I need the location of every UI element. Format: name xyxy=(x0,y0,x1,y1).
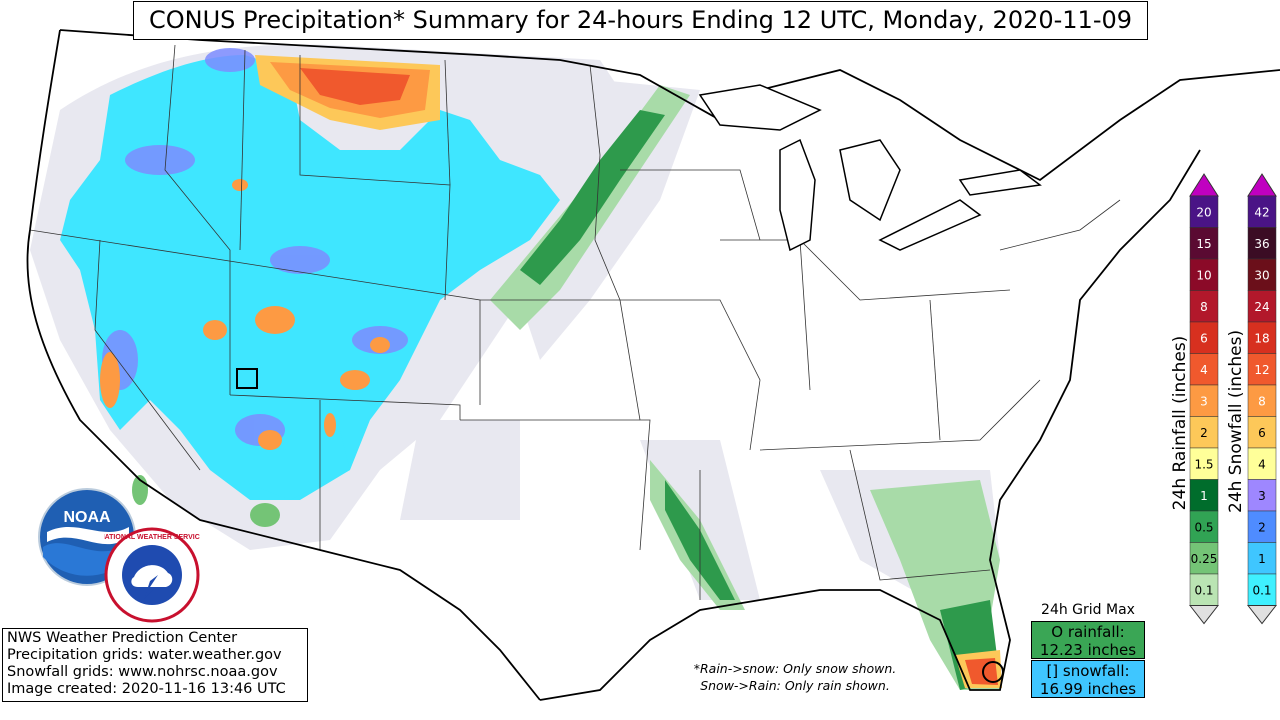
snow-segment xyxy=(1247,258,1277,291)
snow-tick-label: 42 xyxy=(1254,205,1269,219)
rainfall-max-box: O rainfall: 12.23 inches xyxy=(1031,621,1145,659)
snow-tick-label: 3 xyxy=(1258,489,1266,503)
rain-tick-label: 4 xyxy=(1200,363,1208,377)
rain-tick-label: 0.5 xyxy=(1194,520,1213,534)
rain-tick-label: 0.25 xyxy=(1191,552,1218,566)
snow-segment xyxy=(1247,384,1277,417)
rain-segment xyxy=(1189,479,1219,512)
snow-segment xyxy=(1247,542,1277,575)
snow-tick-label: 36 xyxy=(1254,237,1269,251)
snow-tick-label: 6 xyxy=(1258,426,1266,440)
nws-logo: NATIONAL WEATHER SERVICE xyxy=(100,527,205,623)
snow-segment xyxy=(1247,573,1277,606)
credit-line: Snowfall grids: www.nohrsc.noaa.gov xyxy=(7,664,278,680)
snow-segment xyxy=(1247,510,1277,543)
rainfall-max-value: 12.23 inches xyxy=(1039,641,1137,659)
rain-segment xyxy=(1189,416,1219,449)
rain-segment xyxy=(1189,542,1219,575)
noaa-logo-text: NOAA xyxy=(63,509,111,526)
credit-line: NWS Weather Prediction Center xyxy=(7,630,238,646)
snow-segment xyxy=(1247,353,1277,386)
rain-segment xyxy=(1189,353,1219,386)
rain-bottom-arrow xyxy=(1188,605,1220,625)
note-line-1: *Rain->snow: Only snow shown. xyxy=(693,661,897,676)
rain-tick-label: 0.1 xyxy=(1194,583,1213,597)
rainfall-max-marker xyxy=(982,661,1004,683)
snowfall-colorbar: 42 36 30 24 18 12 8 6 4 3 2 1 0.1 xyxy=(1246,173,1278,625)
rain-tick-label: 3 xyxy=(1200,394,1208,408)
rain-tick-label: 10 xyxy=(1196,268,1211,282)
rain-tick-label: 1 xyxy=(1200,489,1208,503)
snow-tick-label: 24 xyxy=(1254,300,1269,314)
snow-tick-label: 2 xyxy=(1258,520,1266,534)
snow-segment xyxy=(1247,195,1277,228)
note-line-2: Snow->Rain: Only rain shown. xyxy=(700,678,890,693)
snow-tick-label: 4 xyxy=(1258,457,1266,471)
rain-segment xyxy=(1189,321,1219,354)
rain-segment xyxy=(1189,290,1219,323)
rain-tick-label: 8 xyxy=(1200,300,1208,314)
snow-tick-label: 18 xyxy=(1254,331,1269,345)
snow-segment xyxy=(1247,321,1277,354)
rain-tick-label: 1.5 xyxy=(1194,457,1213,471)
snow-bottom-arrow xyxy=(1246,605,1278,625)
svg-text:NATIONAL WEATHER SERVICE: NATIONAL WEATHER SERVICE xyxy=(104,534,200,541)
page-title: CONUS Precipitation* Summary for 24-hour… xyxy=(133,1,1148,40)
rain-florida xyxy=(870,480,1002,690)
rain-segment xyxy=(1189,384,1219,417)
snow-segment xyxy=(1247,416,1277,449)
snow-tick-label: 1 xyxy=(1258,552,1266,566)
snowfall-colorbar-label: 24h Snowfall (inches) xyxy=(1226,329,1246,513)
rain-tick-label: 20 xyxy=(1196,205,1211,219)
snow-tick-label: 0.1 xyxy=(1252,583,1271,597)
rain-band-plains xyxy=(490,85,690,330)
rain-segment xyxy=(1189,510,1219,543)
snow-tick-label: 30 xyxy=(1254,268,1269,282)
snow-blue-patches xyxy=(102,48,408,446)
snowfall-max-marker xyxy=(236,368,258,389)
credits-box: NWS Weather Prediction Center Precipitat… xyxy=(2,628,308,702)
rainfall-colorbar: 20 15 10 8 6 4 3 2 1.5 1 0.5 0.25 0.1 xyxy=(1188,173,1220,625)
snowfall-max-value: 16.99 inches xyxy=(1039,680,1137,698)
country-outline xyxy=(26,29,1280,701)
snow-segment xyxy=(1247,479,1277,512)
state-borders xyxy=(29,44,1121,600)
rain-snow-note: *Rain->snow: Only snow shown. Snow->Rain… xyxy=(660,660,930,694)
credit-line: Precipitation grids: water.weather.gov xyxy=(7,647,282,663)
snowfall-max-box: [] snowfall: 16.99 inches xyxy=(1031,660,1145,698)
great-lakes xyxy=(698,84,1042,252)
rain-segment xyxy=(1189,447,1219,480)
rain-segment xyxy=(1189,195,1219,228)
rainfall-max-label: O rainfall: xyxy=(1051,623,1125,641)
snow-tick-label: 8 xyxy=(1258,394,1266,408)
snow-segment xyxy=(1247,290,1277,323)
rain-tick-label: 15 xyxy=(1196,237,1211,251)
rain-tick-label: 2 xyxy=(1200,426,1208,440)
rain-tick-label: 6 xyxy=(1200,331,1208,345)
rainfall-colorbar-label: 24h Rainfall (inches) xyxy=(1170,335,1190,511)
snow-heavy-patches xyxy=(100,179,390,450)
grid-max-title: 24h Grid Max xyxy=(1041,602,1135,618)
snowfall-max-label: [] snowfall: xyxy=(1046,662,1130,680)
snow-heavy-montana xyxy=(255,55,440,130)
rain-segment xyxy=(1189,227,1219,260)
credit-line: Image created: 2020-11-16 13:46 UTC xyxy=(7,681,286,697)
snow-tick-label: 12 xyxy=(1254,363,1269,377)
